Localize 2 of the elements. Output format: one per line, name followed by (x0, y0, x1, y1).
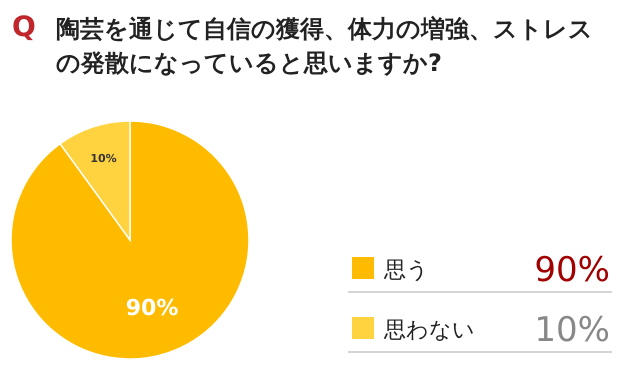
title: 陶芸を通じて自信の獲得、体力の増強、ストレスの発散になっていると思いますか? (56, 14, 594, 79)
annotation: Q (12, 10, 36, 43)
